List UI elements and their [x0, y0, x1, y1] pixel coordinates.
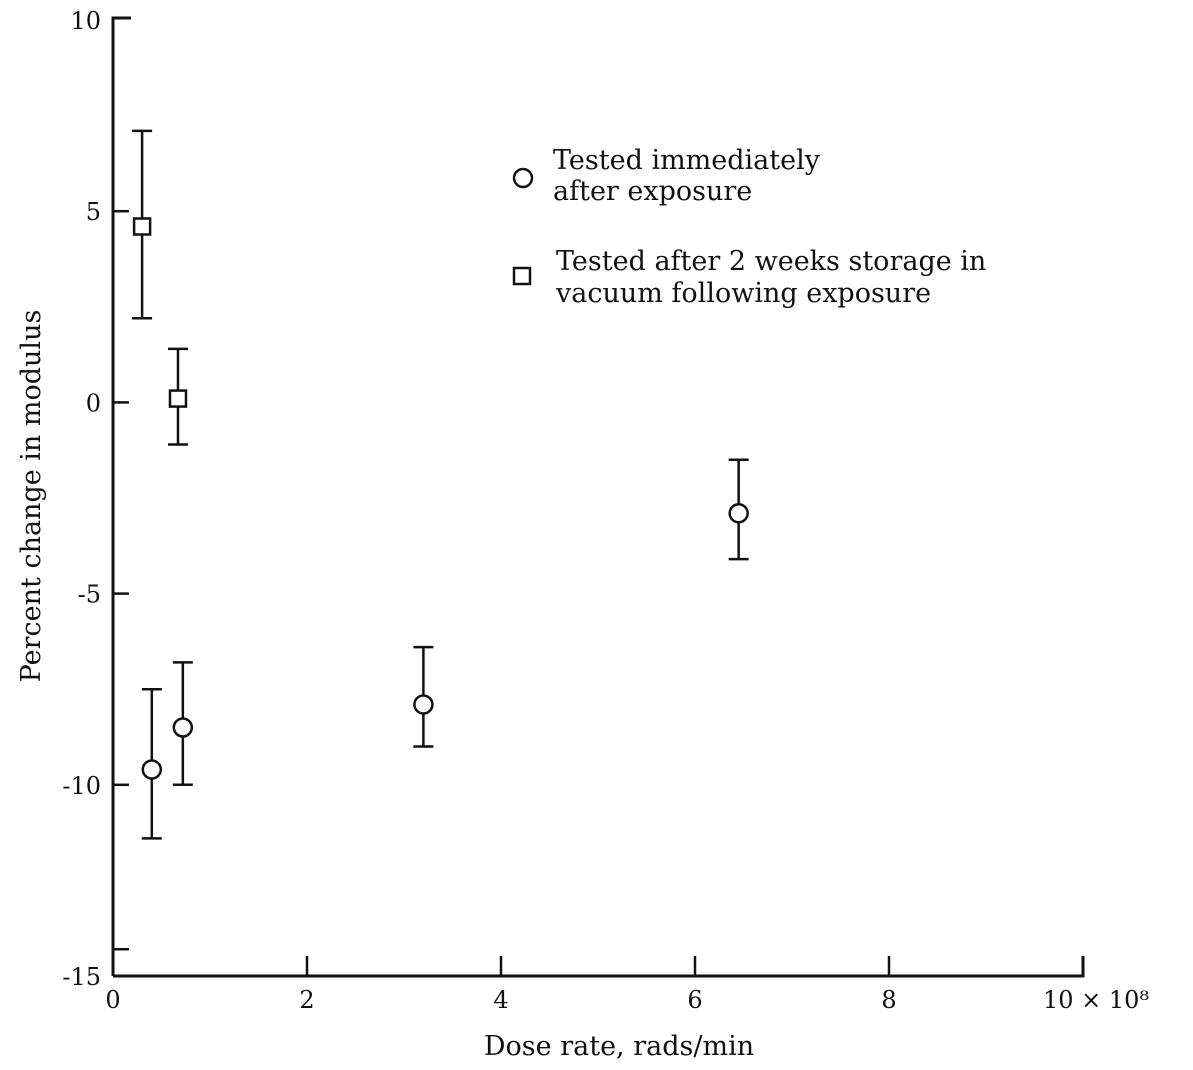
legend: Tested immediately after exposure Tested…	[512, 145, 986, 309]
axes	[111, 16, 1085, 978]
legend-circle-marker	[512, 167, 534, 189]
y-ticks: 10 5 0 -5 -10 -15	[62, 7, 129, 991]
x-ticks: 0 2 4 6 8	[105, 956, 897, 1014]
legend-entry-1-line-2: after exposure	[553, 176, 752, 207]
y-tick-label: 5	[86, 198, 101, 226]
legend-square-marker	[512, 266, 532, 286]
y-tick-label: -15	[62, 963, 101, 991]
x-tick-label: 6	[687, 986, 702, 1014]
x-tick-label: 0	[105, 986, 120, 1014]
circle-point	[413, 694, 434, 715]
data-marks	[132, 129, 749, 840]
y-axis-title: Percent change in modulus	[16, 310, 47, 683]
x-tick-label: 4	[493, 986, 508, 1014]
x-axis-title: Dose rate, rads/min	[484, 1031, 754, 1062]
legend-entry-2-line-2: vacuum following exposure	[555, 278, 931, 309]
x-tick-label: 8	[881, 986, 896, 1014]
y-tick-label: -10	[62, 772, 101, 800]
legend-entry-1-line-1: Tested immediately	[553, 145, 821, 176]
y-tick-label: 10	[70, 7, 101, 35]
y-axis-line	[111, 16, 131, 976]
square-point	[132, 217, 152, 236]
circle-point	[728, 503, 749, 524]
circle-point	[172, 717, 194, 738]
x-tick-label: 2	[299, 986, 314, 1014]
y-tick-label: -5	[78, 581, 101, 609]
legend-entry-2-line-1: Tested after 2 weeks storage in	[556, 246, 986, 277]
y-tick-label: 0	[86, 389, 101, 417]
x-multiplier-label: 10 × 10⁸	[1043, 986, 1149, 1014]
circle-point	[141, 759, 163, 780]
x-axis-line	[113, 956, 1085, 978]
square-point	[168, 389, 188, 408]
